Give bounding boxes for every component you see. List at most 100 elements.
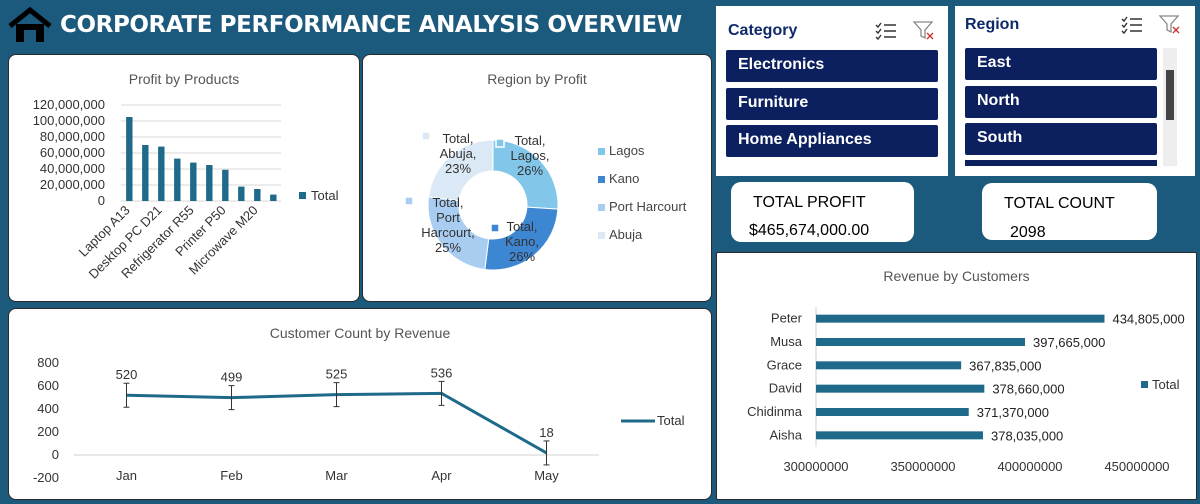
x-tick-label: 400000000 bbox=[997, 459, 1062, 474]
bar bbox=[158, 146, 165, 201]
y-tick-label: Peter bbox=[771, 311, 803, 326]
y-tick-label: 0 bbox=[52, 447, 59, 462]
bar bbox=[174, 158, 181, 201]
bar bbox=[222, 169, 229, 201]
data-label: 378,660,000 bbox=[992, 382, 1064, 397]
category-item-furniture[interactable]: Furniture bbox=[726, 88, 938, 120]
x-tick-label: 450000000 bbox=[1104, 459, 1169, 474]
y-tick-label: 40,000,000 bbox=[40, 161, 105, 176]
x-tick-label: Apr bbox=[431, 468, 452, 483]
multi-select-icon[interactable] bbox=[1120, 14, 1144, 36]
chart-title: Profit by Products bbox=[128, 71, 240, 87]
total-count-label: TOTAL COUNT bbox=[1004, 195, 1115, 212]
legend-swatch bbox=[598, 204, 605, 211]
bar bbox=[816, 314, 1105, 323]
legend-label: Lagos bbox=[609, 143, 645, 158]
y-tick-label: Musa bbox=[770, 334, 803, 349]
scrollbar-thumb[interactable] bbox=[1166, 70, 1174, 120]
legend-label: Abuja bbox=[609, 227, 643, 242]
legend-swatch bbox=[598, 148, 605, 155]
legend-label: Port Harcourt bbox=[609, 199, 687, 214]
y-tick-label: 600 bbox=[37, 378, 59, 393]
category-item-home-appliances[interactable]: Home Appliances bbox=[726, 125, 938, 157]
data-label: Total, Lagos, 26% bbox=[510, 133, 549, 178]
y-tick-label: 20,000,000 bbox=[40, 177, 105, 192]
clear-filter-icon[interactable] bbox=[1158, 14, 1182, 36]
bar bbox=[142, 145, 149, 201]
bar bbox=[190, 162, 197, 201]
y-tick-label: 100,000,000 bbox=[33, 113, 105, 128]
y-tick-label: 80,000,000 bbox=[40, 129, 105, 144]
data-label-marker bbox=[421, 131, 431, 141]
legend-label: Total bbox=[657, 413, 685, 428]
x-tick-label: Feb bbox=[220, 468, 242, 483]
chart-title: Region by Profit bbox=[487, 71, 587, 87]
total-profit-card: TOTAL PROFIT $465,674,000.00 bbox=[731, 182, 914, 242]
multi-select-icon[interactable] bbox=[874, 20, 898, 42]
legend-swatch bbox=[299, 192, 306, 199]
customer-count-panel: Customer Count by Revenue 800 600 400 200 0 -… bbox=[8, 308, 712, 500]
y-tick-label: 120,000,000 bbox=[33, 97, 105, 112]
pie-slice bbox=[427, 139, 494, 202]
chart-title: Revenue by Customers bbox=[883, 268, 1030, 284]
bar bbox=[126, 117, 133, 201]
total-profit-label: TOTAL PROFIT bbox=[753, 194, 866, 211]
category-item-electronics[interactable]: Electronics bbox=[726, 50, 938, 82]
data-label: 434,805,000 bbox=[1112, 312, 1184, 327]
data-label: 536 bbox=[431, 365, 453, 380]
x-tick-label: Jan bbox=[116, 468, 137, 483]
data-label: 525 bbox=[326, 367, 348, 382]
dashboard-title: CORPORATE PERFORMANCE ANALYSIS OVERVIEW bbox=[60, 12, 682, 38]
total-count-value: 2098 bbox=[1010, 224, 1046, 241]
data-label: 520 bbox=[116, 367, 138, 382]
region-item-partial[interactable] bbox=[965, 160, 1157, 166]
y-tick-label: 0 bbox=[98, 193, 105, 208]
legend-label: Total bbox=[1152, 377, 1180, 392]
y-tick-label: David bbox=[769, 381, 802, 396]
chart-title: Customer Count by Revenue bbox=[269, 325, 451, 341]
x-tick-label: 300000000 bbox=[783, 459, 848, 474]
y-tick-label: 800 bbox=[37, 355, 59, 370]
category-slicer-title: Category bbox=[728, 22, 798, 39]
bar bbox=[816, 338, 1026, 346]
y-tick-label: 200 bbox=[37, 424, 59, 439]
region-slicer-title: Region bbox=[965, 16, 1020, 33]
slicer-scrollbar[interactable] bbox=[1163, 48, 1177, 166]
region-item-east[interactable]: East bbox=[965, 48, 1157, 80]
customer-count-chart: 800 600 400 200 0 -200 Jan Feb Mar Apr May 520 499 52… bbox=[33, 355, 685, 485]
y-tick-label: 400 bbox=[37, 401, 59, 416]
bar bbox=[254, 189, 261, 201]
data-label: Total, Port Harcourt, 25% bbox=[421, 195, 474, 255]
revenue-by-customers-chart: Peter 434,805,000 Musa 397,665,000 Grace 367,… bbox=[747, 307, 1185, 474]
region-item-north[interactable]: North bbox=[965, 86, 1157, 118]
home-icon bbox=[8, 6, 52, 42]
y-tick-label: Chidinma bbox=[747, 404, 803, 419]
bar bbox=[238, 186, 245, 201]
data-label: Total, Abuja, 23% bbox=[440, 131, 477, 176]
data-label: 499 bbox=[221, 370, 243, 385]
data-label-marker bbox=[495, 138, 505, 148]
profit-by-products-panel: Profit by Products 120,000,000 100,000,00… bbox=[8, 54, 360, 302]
y-tick-label: Grace bbox=[767, 357, 802, 372]
x-tick-label: Mar bbox=[325, 468, 348, 483]
region-by-profit-chart: Total, Lagos, 26% Total, Kano, 26% Total, Port H… bbox=[404, 131, 687, 271]
region-by-profit-panel: Region by Profit Total, Lagos, 26% Total, Ka… bbox=[362, 54, 712, 302]
data-label: 367,835,000 bbox=[969, 358, 1041, 373]
region-slicer: Region East North South bbox=[955, 6, 1195, 176]
category-slicer: Category Electronics Furniture Home Appl… bbox=[716, 6, 948, 176]
data-label: 397,665,000 bbox=[1033, 335, 1105, 350]
clear-filter-icon[interactable] bbox=[912, 20, 936, 42]
pie-slice bbox=[427, 196, 490, 271]
x-tick-label: 350000000 bbox=[890, 459, 955, 474]
data-label-marker bbox=[490, 223, 500, 233]
total-profit-value: $465,674,000.00 bbox=[749, 222, 870, 239]
bar bbox=[816, 384, 985, 393]
legend-label: Kano bbox=[609, 171, 639, 186]
bar bbox=[816, 408, 969, 416]
region-item-south[interactable]: South bbox=[965, 123, 1157, 155]
bar bbox=[816, 431, 983, 440]
y-tick-label: 60,000,000 bbox=[40, 145, 105, 160]
legend-swatch bbox=[598, 176, 605, 183]
revenue-by-customers-panel: Revenue by Customers Peter 434,805,000 Mus… bbox=[716, 252, 1197, 500]
data-label: 18 bbox=[539, 425, 553, 440]
